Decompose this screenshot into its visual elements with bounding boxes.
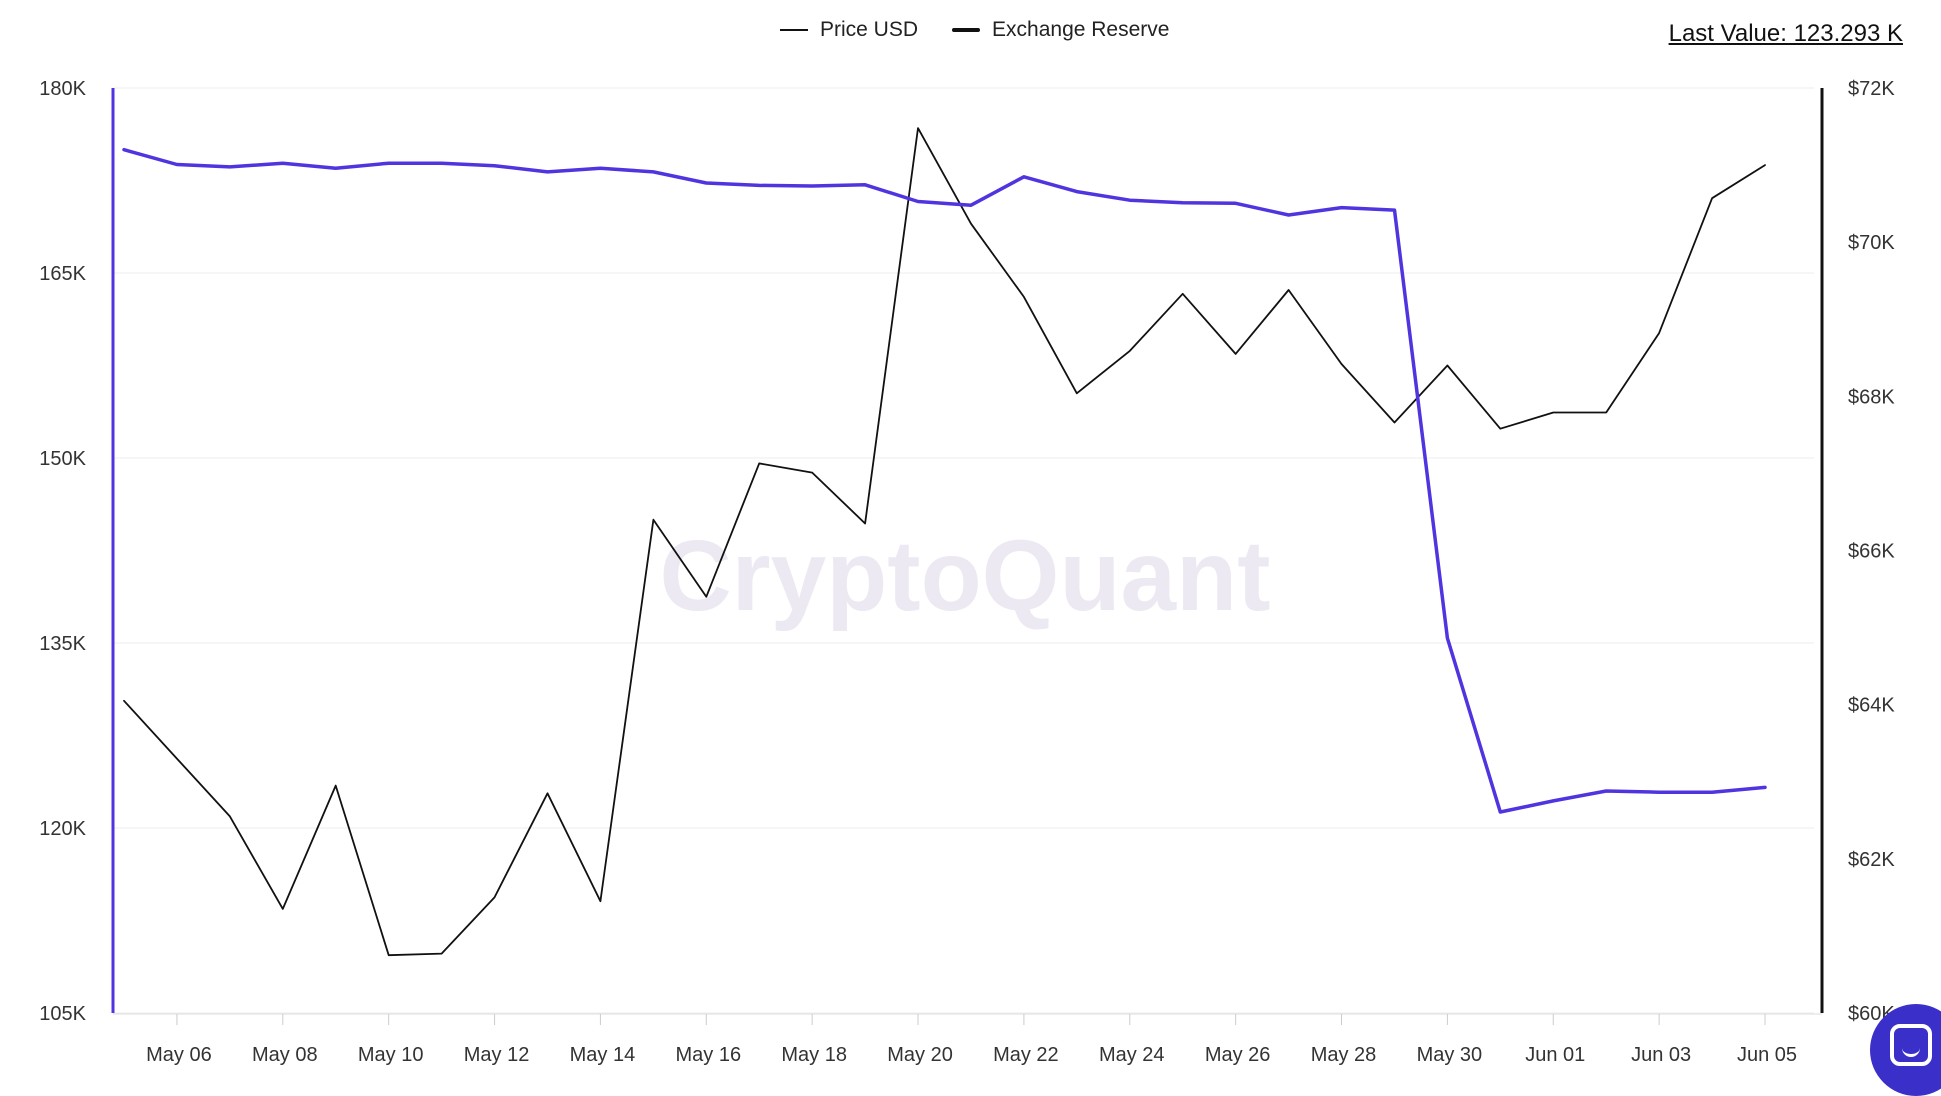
series-line-exchange-reserve xyxy=(122,147,1767,814)
right-tick-label: $62K xyxy=(1848,849,1895,871)
x-tick-label: May 18 xyxy=(781,1044,847,1066)
last-value-link[interactable]: Last Value: 123.293 K xyxy=(1668,20,1903,47)
x-tick-label: May 22 xyxy=(993,1044,1059,1066)
left-tick-label: 120K xyxy=(39,818,86,840)
chat-widget-button[interactable] xyxy=(1870,1004,1941,1096)
left-tick-label: 105K xyxy=(39,1003,86,1025)
right-tick-label: $68K xyxy=(1848,386,1895,408)
x-tick-label: May 16 xyxy=(675,1044,741,1066)
x-tick-label: May 08 xyxy=(252,1044,318,1066)
x-tick-label: May 24 xyxy=(1099,1044,1165,1066)
x-tick-label: May 28 xyxy=(1311,1044,1377,1066)
x-tick-label: May 30 xyxy=(1417,1044,1483,1066)
grid-lines xyxy=(113,87,1814,1014)
series-line-price-usd xyxy=(123,127,1766,957)
legend-label-price: Price USD xyxy=(820,18,919,41)
x-tick-label: May 14 xyxy=(570,1044,636,1066)
x-tick-label: Jun 01 xyxy=(1525,1044,1585,1066)
left-tick-label: 165K xyxy=(39,263,86,285)
left-axis-ticks: 180K 165K 150K 135K 120K 105K xyxy=(39,78,86,1025)
left-tick-label: 180K xyxy=(39,78,86,100)
right-tick-label: $64K xyxy=(1848,695,1895,717)
legend: Price USD Exchange Reserve xyxy=(780,18,1169,42)
legend-item-price[interactable]: Price USD xyxy=(780,18,918,42)
watermark-logo: CryptoQuant xyxy=(659,520,1270,632)
x-tick-label: Jun 03 xyxy=(1631,1044,1691,1066)
right-tick-label: $66K xyxy=(1848,541,1895,563)
x-tick-label: May 06 xyxy=(146,1044,212,1066)
x-tick-label: May 10 xyxy=(358,1044,424,1066)
x-tick-label: May 12 xyxy=(464,1044,530,1066)
right-tick-label: $70K xyxy=(1848,232,1895,254)
x-axis-ticks: May 06 May 08 May 10 May 12 May 14 May 16 May … xyxy=(146,1014,1797,1066)
axes xyxy=(111,88,1824,1015)
x-tick-label: Jun 05 xyxy=(1737,1044,1797,1066)
x-tick-label: May 26 xyxy=(1205,1044,1271,1066)
legend-label-reserve: Exchange Reserve xyxy=(992,18,1170,41)
series-lines[interactable] xyxy=(122,127,1767,957)
legend-swatch-price xyxy=(780,29,808,31)
legend-item-reserve[interactable]: Exchange Reserve xyxy=(952,18,1169,42)
chat-bubble-icon xyxy=(1890,1024,1932,1066)
x-tick-label: May 20 xyxy=(887,1044,953,1066)
right-tick-label: $72K xyxy=(1848,78,1895,100)
legend-swatch-reserve xyxy=(952,28,981,32)
left-tick-label: 135K xyxy=(39,633,86,655)
right-axis-ticks: $72K$70K$68K$66K$64K$62K$60K xyxy=(1848,78,1895,1025)
left-tick-label: 150K xyxy=(39,448,86,470)
